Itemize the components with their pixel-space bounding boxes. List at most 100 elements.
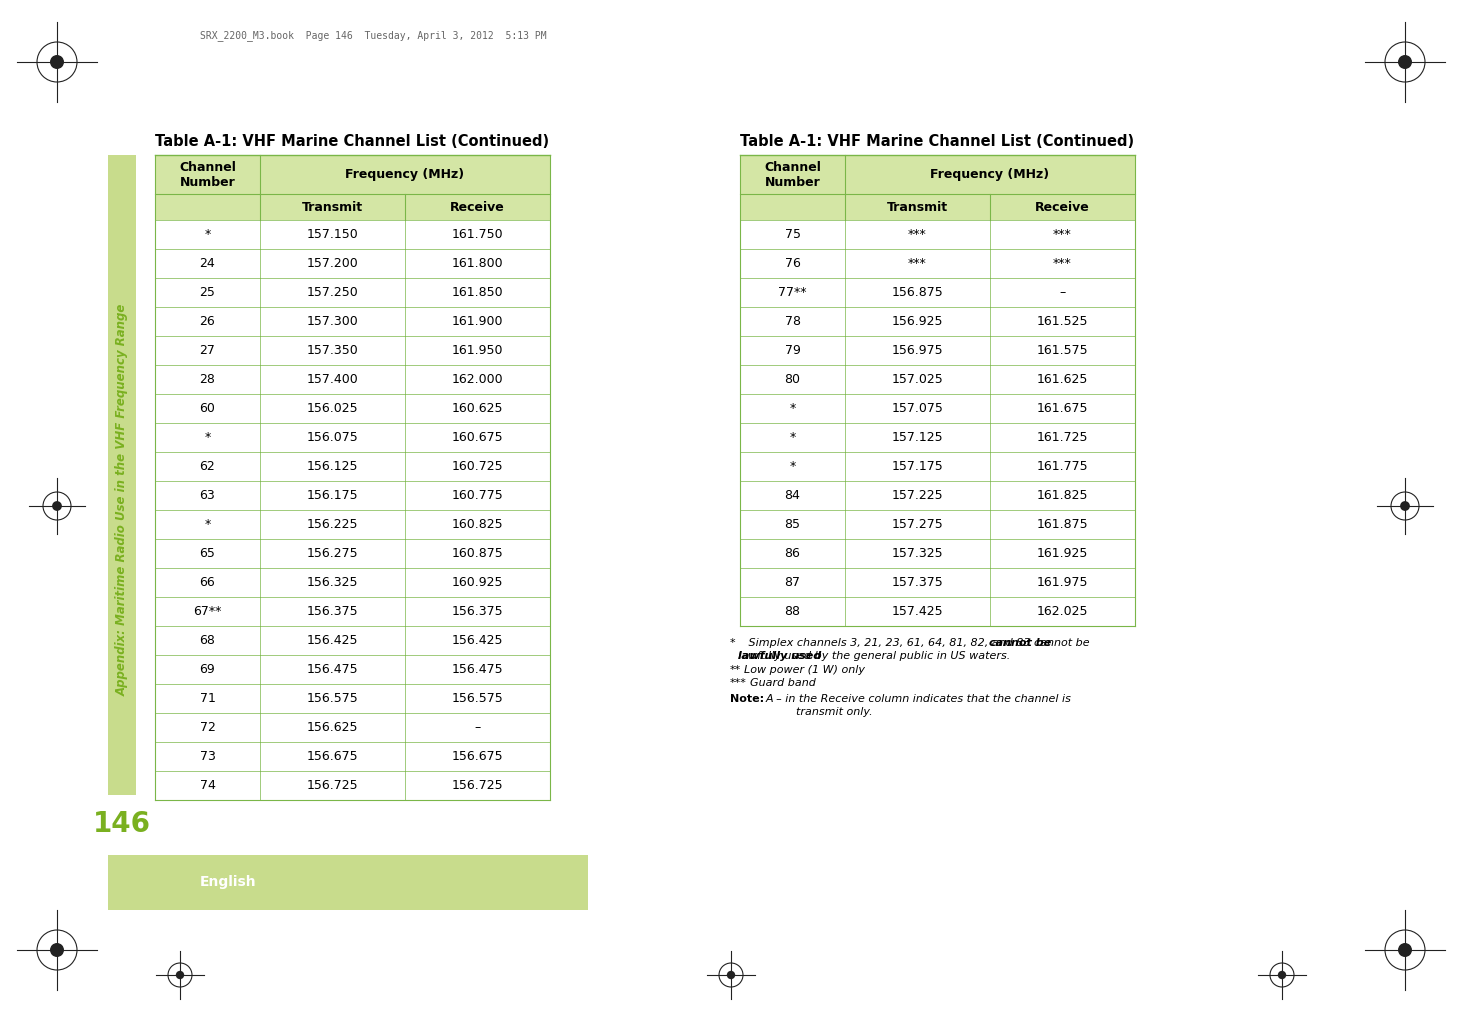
Text: Table A-1: VHF Marine Channel List (Continued): Table A-1: VHF Marine Channel List (Cont…	[155, 134, 550, 149]
Text: Transmit: Transmit	[887, 201, 947, 214]
Circle shape	[53, 501, 61, 511]
Text: 28: 28	[199, 373, 215, 386]
Text: 160.825: 160.825	[452, 519, 503, 531]
Text: 76: 76	[785, 257, 800, 270]
Text: Guard band: Guard band	[750, 679, 816, 688]
Text: Low power (1 W) only: Low power (1 W) only	[744, 666, 866, 676]
Text: 156.375: 156.375	[452, 605, 503, 618]
Text: –: –	[474, 721, 481, 734]
Text: 156.725: 156.725	[307, 779, 358, 792]
Bar	[155, 155, 550, 194]
Circle shape	[1398, 55, 1412, 69]
Text: 161.775: 161.775	[1037, 460, 1088, 473]
Text: English: English	[200, 875, 257, 889]
Text: 161.900: 161.900	[452, 315, 503, 328]
Text: 157.250: 157.250	[307, 287, 358, 299]
Text: Table A-1: VHF Marine Channel List (Continued): Table A-1: VHF Marine Channel List (Cont…	[740, 134, 1135, 149]
Text: ***: ***	[1053, 228, 1072, 241]
Text: 156.675: 156.675	[452, 751, 503, 763]
Text: 87: 87	[785, 576, 801, 590]
Text: *: *	[205, 228, 211, 241]
Text: 77**: 77**	[778, 287, 807, 299]
Text: –: –	[1060, 287, 1066, 299]
Text: 156.625: 156.625	[307, 721, 358, 734]
Text: 26: 26	[200, 315, 215, 328]
Text: *: *	[789, 460, 795, 473]
Text: *: *	[730, 638, 735, 648]
Text: Transmit: Transmit	[303, 201, 363, 214]
Text: 157.200: 157.200	[307, 257, 358, 270]
Text: 157.125: 157.125	[892, 432, 943, 445]
Text: 157.175: 157.175	[892, 460, 943, 473]
Text: 24: 24	[200, 257, 215, 270]
Text: Frequency (MHz): Frequency (MHz)	[345, 168, 465, 181]
Text: *: *	[205, 432, 211, 445]
Text: ***: ***	[1053, 257, 1072, 270]
Text: 156.425: 156.425	[307, 634, 358, 647]
Text: 160.875: 160.875	[452, 547, 503, 560]
Text: 156.475: 156.475	[452, 664, 503, 677]
Text: 161.525: 161.525	[1037, 315, 1088, 328]
Text: 161.800: 161.800	[452, 257, 503, 270]
Text: transmit only.: transmit only.	[795, 707, 873, 717]
Text: 157.150: 157.150	[307, 228, 358, 241]
Text: Receive: Receive	[1035, 201, 1089, 214]
Text: 157.225: 157.225	[892, 489, 943, 502]
Text: 157.425: 157.425	[892, 605, 943, 618]
Text: 71: 71	[199, 692, 215, 705]
Text: 156.675: 156.675	[307, 751, 358, 763]
Text: 161.850: 161.850	[452, 287, 503, 299]
Text: **: **	[730, 666, 741, 676]
Text: 73: 73	[199, 751, 215, 763]
Text: 157.025: 157.025	[892, 373, 943, 386]
Circle shape	[1401, 501, 1409, 511]
Text: 68: 68	[199, 634, 215, 647]
Text: Simplex channels 3, 21, 23, 61, 64, 81, 82, and 83 cannot be: Simplex channels 3, 21, 23, 61, 64, 81, …	[738, 638, 1089, 648]
Text: 75: 75	[785, 228, 801, 241]
Text: 156.175: 156.175	[307, 489, 358, 502]
Text: ***: ***	[730, 679, 747, 688]
Text: 62: 62	[200, 460, 215, 473]
Text: 69: 69	[200, 664, 215, 677]
Text: 156.425: 156.425	[452, 634, 503, 647]
Text: 160.675: 160.675	[452, 432, 503, 445]
Text: *: *	[789, 402, 795, 415]
Text: 161.925: 161.925	[1037, 547, 1088, 560]
Text: 156.025: 156.025	[307, 402, 358, 415]
Text: 156.225: 156.225	[307, 519, 358, 531]
Text: 157.275: 157.275	[892, 519, 943, 531]
Text: *: *	[789, 432, 795, 445]
Text: 157.300: 157.300	[307, 315, 358, 328]
Text: 67**: 67**	[193, 605, 222, 618]
Circle shape	[50, 943, 64, 957]
Text: SRX_2200_M3.book  Page 146  Tuesday, April 3, 2012  5:13 PM: SRX_2200_M3.book Page 146 Tuesday, April…	[200, 30, 547, 41]
Text: 157.350: 157.350	[307, 344, 358, 358]
Text: 84: 84	[785, 489, 800, 502]
Text: 161.750: 161.750	[452, 228, 503, 241]
Text: 156.575: 156.575	[452, 692, 503, 705]
Circle shape	[1398, 943, 1412, 957]
Text: 157.075: 157.075	[892, 402, 943, 415]
Text: 85: 85	[785, 519, 801, 531]
Text: Appendix: Maritime Radio Use in the VHF Frequency Range: Appendix: Maritime Radio Use in the VHF …	[115, 304, 129, 696]
Text: 161.625: 161.625	[1037, 373, 1088, 386]
Text: Receive: Receive	[450, 201, 504, 214]
Text: *: *	[205, 519, 211, 531]
Text: 80: 80	[785, 373, 801, 386]
Text: 160.625: 160.625	[452, 402, 503, 415]
Bar	[155, 194, 550, 220]
Text: 74: 74	[199, 779, 215, 792]
Text: 160.775: 160.775	[452, 489, 503, 502]
Text: 162.025: 162.025	[1037, 605, 1088, 618]
Text: Frequency (MHz): Frequency (MHz)	[930, 168, 1050, 181]
Text: 156.125: 156.125	[307, 460, 358, 473]
Bar	[740, 155, 1135, 194]
Text: 156.075: 156.075	[307, 432, 358, 445]
Text: 72: 72	[199, 721, 215, 734]
Bar	[108, 855, 588, 910]
Text: 60: 60	[199, 402, 215, 415]
Text: lawfully used: lawfully used	[738, 651, 822, 661]
Text: 161.975: 161.975	[1037, 576, 1088, 590]
Text: Channel
Number: Channel Number	[178, 161, 235, 188]
Circle shape	[1278, 970, 1287, 980]
